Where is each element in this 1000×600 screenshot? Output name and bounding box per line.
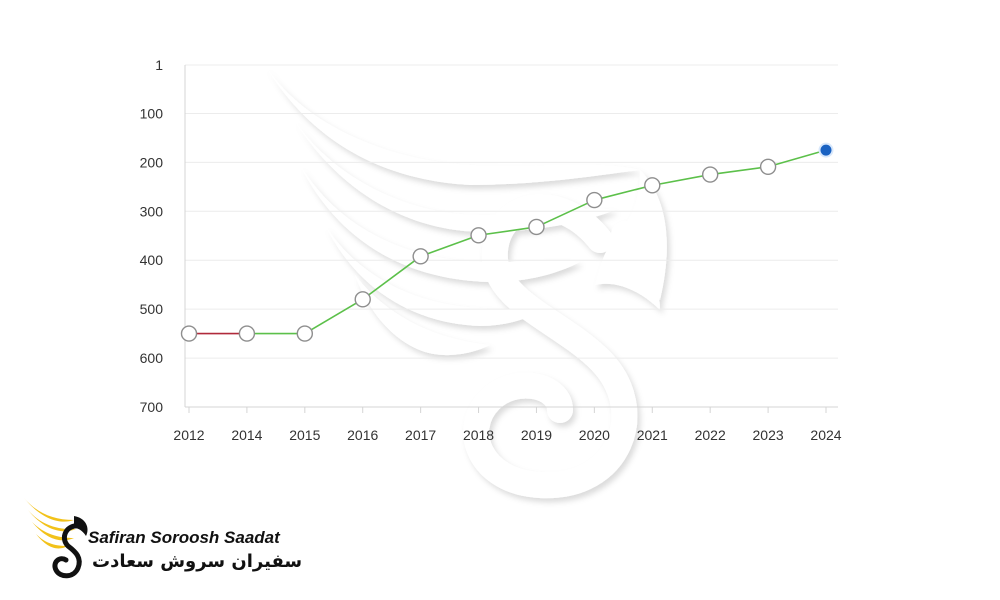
data-point[interactable]	[644, 177, 661, 194]
line-segment	[767, 149, 827, 168]
y-tick-label: 1	[155, 57, 163, 73]
x-tick-label: 2022	[695, 427, 726, 443]
data-point[interactable]	[586, 191, 603, 209]
line-segment	[362, 255, 422, 301]
y-axis: 1 100 200 300 400 500 600 700	[140, 57, 186, 415]
line-segment	[594, 184, 653, 201]
x-tick-label: 2012	[173, 427, 204, 443]
brand-logo: Safiran Soroosh Saadat سفیران سروش سعادت	[22, 494, 302, 584]
data-point[interactable]	[759, 158, 777, 175]
y-tick-label: 600	[140, 350, 164, 366]
data-point[interactable]	[296, 325, 314, 342]
line-segment	[536, 199, 595, 228]
data-markers	[180, 142, 834, 342]
line-segment	[710, 165, 769, 176]
winged-swan-logo-icon	[24, 498, 88, 579]
data-point[interactable]	[528, 218, 545, 236]
x-tick-label: 2024	[810, 427, 841, 443]
data-point[interactable]	[470, 227, 487, 244]
data-point-latest[interactable]	[818, 142, 834, 158]
x-tick-label: 2014	[231, 427, 262, 443]
y-tick-label: 200	[140, 154, 164, 170]
brand-name-english: Safiran Soroosh Saadat	[88, 528, 280, 547]
line-segment	[304, 298, 364, 335]
x-tick-label: 2023	[753, 427, 784, 443]
brand-name-persian: سفیران سروش سعادت	[92, 551, 303, 572]
data-point[interactable]	[238, 325, 256, 342]
data-series	[189, 149, 827, 335]
x-tick-label: 2019	[521, 427, 552, 443]
x-tick-label: 2016	[347, 427, 378, 443]
data-point[interactable]	[180, 325, 198, 342]
line-segment	[478, 226, 537, 237]
x-tick-label: 2015	[289, 427, 320, 443]
x-tick-label: 2020	[579, 427, 610, 443]
line-segment	[420, 234, 479, 258]
x-tick-label: 2017	[405, 427, 436, 443]
x-tick-label: 2021	[637, 427, 668, 443]
winged-swan-watermark-icon	[265, 65, 667, 499]
y-tick-label: 100	[140, 105, 164, 121]
y-tick-label: 700	[140, 399, 164, 415]
x-tick-label: 2018	[463, 427, 494, 443]
data-point[interactable]	[701, 166, 719, 183]
y-tick-label: 400	[140, 252, 164, 268]
data-point[interactable]	[412, 248, 429, 265]
grid-lines	[185, 64, 838, 408]
x-axis: 2012 2014 2015 2016 2017 2018 2019 2020 2021 2022…	[173, 407, 842, 443]
line-segment	[652, 173, 711, 187]
y-tick-label: 300	[140, 203, 164, 219]
data-point[interactable]	[354, 291, 371, 308]
y-tick-label: 500	[140, 301, 164, 317]
